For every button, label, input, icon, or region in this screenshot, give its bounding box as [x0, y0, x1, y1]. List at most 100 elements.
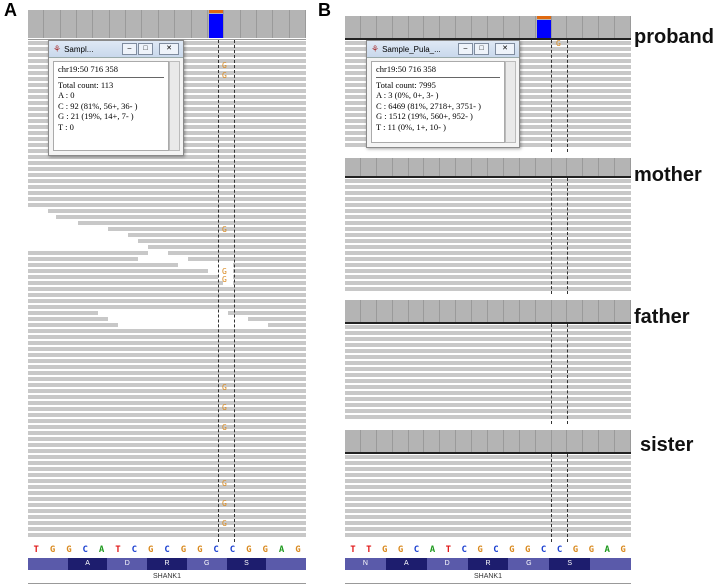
- reference-base: G: [509, 545, 515, 555]
- read: [28, 473, 306, 477]
- coverage-track-mother: [345, 158, 631, 176]
- coverage-bar: [583, 16, 600, 38]
- read: [28, 287, 306, 291]
- locus-popup-a[interactable]: ⚘ Sampl... – □ ✕ chr19:50 716 358 Total …: [48, 40, 184, 156]
- label-father: father: [634, 306, 690, 328]
- read: [345, 461, 631, 465]
- read: [345, 367, 631, 371]
- sample-icon: ⚘: [53, 43, 62, 54]
- read: [28, 437, 306, 441]
- coverage-bar: [392, 300, 409, 322]
- coverage-bar: [191, 10, 208, 38]
- read-gap: [28, 232, 128, 238]
- coverage-bar: [488, 158, 504, 176]
- coverage-bar: [472, 430, 488, 452]
- reference-base: T: [366, 545, 372, 555]
- coverage-bar: [472, 300, 488, 322]
- reference-base: G: [588, 545, 595, 555]
- popup-scrollbar-a[interactable]: [169, 61, 180, 151]
- read: [345, 331, 631, 335]
- read: [345, 281, 631, 285]
- read: [28, 191, 306, 195]
- coverage-bar: [567, 300, 584, 322]
- coverage-bar: [60, 10, 78, 38]
- coverage-bar: [345, 300, 361, 322]
- coverage-bar: [440, 430, 457, 452]
- coverage-bar: [360, 430, 377, 452]
- read: [28, 443, 306, 447]
- read: [28, 179, 306, 183]
- read: [28, 233, 306, 237]
- read-gap: [28, 244, 148, 250]
- read: [28, 383, 306, 387]
- read: [28, 491, 306, 495]
- read: [345, 191, 631, 195]
- maximize-button[interactable]: □: [474, 43, 489, 55]
- variant-g-mark: G: [222, 499, 227, 508]
- popup-title-bar-b[interactable]: ⚘ Sample_Pula_... – □ ✕: [367, 41, 519, 58]
- gene-label-a: SHANK1: [152, 573, 181, 580]
- amino-acid: N: [345, 558, 386, 570]
- popup-scrollbar-b[interactable]: [505, 61, 516, 143]
- coverage-bar: [256, 10, 274, 38]
- locus-popup-b[interactable]: ⚘ Sample_Pula_... – □ ✕ chr19:50 716 358…: [366, 40, 520, 148]
- coverage-bar: [615, 430, 631, 452]
- coverage-bar: [503, 430, 520, 452]
- read: [345, 343, 631, 347]
- read: [28, 515, 306, 519]
- minimize-button[interactable]: –: [122, 43, 137, 55]
- coverage-bar: [28, 10, 45, 38]
- amino-acid: [28, 558, 68, 570]
- mother-divider: [345, 176, 631, 178]
- read: [345, 349, 631, 353]
- read: [345, 239, 631, 243]
- read: [28, 533, 306, 537]
- read: [28, 299, 306, 303]
- read: [28, 155, 306, 159]
- close-button[interactable]: ✕: [495, 43, 515, 55]
- coverage-bar: [376, 158, 393, 176]
- read-gap: [98, 310, 228, 316]
- coverage-bar: [551, 430, 568, 452]
- coverage-bar: [519, 158, 536, 176]
- reference-base: C: [461, 545, 467, 555]
- variant-g-mark: G: [222, 61, 227, 70]
- coverage-bar: [424, 300, 441, 322]
- read: [28, 359, 306, 363]
- sister-divider: [345, 452, 631, 454]
- maximize-button[interactable]: □: [138, 43, 153, 55]
- amino-acid: A: [403, 560, 409, 567]
- read: [28, 431, 306, 435]
- close-button[interactable]: ✕: [159, 43, 179, 55]
- coverage-bar: [615, 16, 631, 38]
- reference-base: A: [278, 545, 285, 555]
- coverage-bar: [360, 300, 377, 322]
- panel-label-a: A: [4, 0, 17, 20]
- coverage-bar: [158, 10, 176, 38]
- coverage-track-a: [28, 10, 306, 38]
- coverage-bar: [488, 430, 504, 452]
- popup-title-bar-a[interactable]: ⚘ Sampl... – □ ✕: [49, 41, 183, 58]
- variant-g-mark: G: [222, 479, 227, 488]
- read-alignment-sister[interactable]: [345, 454, 631, 542]
- read: [345, 245, 631, 249]
- coverage-bar: [345, 16, 361, 38]
- minimize-button[interactable]: –: [458, 43, 473, 55]
- read: [345, 287, 631, 291]
- reference-base: G: [66, 545, 72, 555]
- popup-line-a-T: T : 0: [58, 121, 74, 132]
- read-alignment-father[interactable]: [345, 324, 631, 424]
- coverage-track-father: [345, 300, 631, 322]
- read: [28, 407, 306, 411]
- read: [28, 353, 306, 357]
- position-guide-line: [551, 178, 552, 294]
- reference-base: C: [229, 545, 236, 555]
- coverage-divider-a: [28, 39, 306, 40]
- reference-base: G: [382, 545, 388, 555]
- read: [345, 215, 631, 219]
- read: [345, 515, 631, 519]
- reference-base: G: [246, 545, 252, 555]
- coverage-bar: [535, 158, 552, 176]
- read-gap: [218, 274, 233, 280]
- read-alignment-mother[interactable]: [345, 178, 631, 294]
